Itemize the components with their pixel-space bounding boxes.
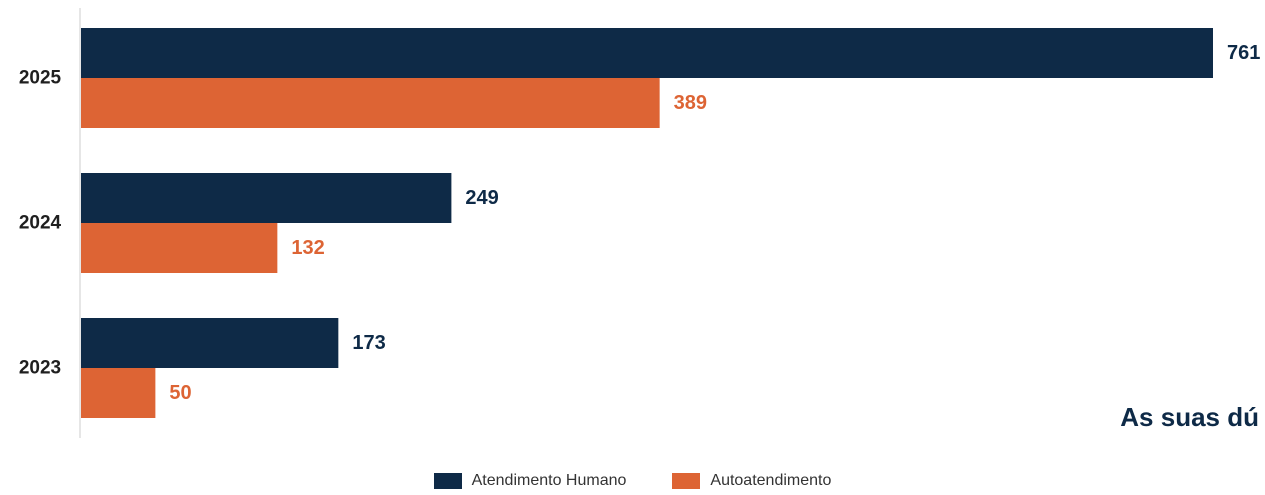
value-label-2023-series-0: 173 [352,332,385,354]
legend-swatch-series-0 [433,473,462,489]
category-label-2023: 2023 [19,358,61,379]
bar-2023-series-1[interactable] [81,368,156,418]
value-label-2024-series-0: 249 [465,187,498,209]
legend-swatch-series-1 [672,473,701,489]
legend-item-series-1[interactable]: Autoatendimento [672,472,831,490]
value-label-2024-series-1: 132 [291,237,324,259]
category-label-2024: 2024 [19,213,62,234]
value-label-2025-series-1: 389 [674,92,707,114]
legend-label-series-0: Atendimento Humano [471,472,627,489]
bars-group [81,28,1213,418]
value-label-2025-series-0: 761 [1227,42,1260,64]
bar-2024-series-1[interactable] [81,223,278,273]
overlay-text: As suas dú [1120,402,1259,432]
bar-2025-series-0[interactable] [81,28,1213,78]
bar-2024-series-0[interactable] [81,173,452,223]
bar-2025-series-1[interactable] [81,78,660,128]
category-label-2025: 2025 [19,68,62,89]
legend: Atendimento Humano Autoatendimento [0,472,1265,490]
labels-group: 2025 761 389 2024 249 132 2023 173 50 [19,42,1261,404]
legend-item-series-0[interactable]: Atendimento Humano [433,472,627,490]
bar-2023-series-0[interactable] [81,318,339,368]
legend-label-series-1: Autoatendimento [710,472,832,489]
value-label-2023-series-1: 50 [169,382,191,404]
